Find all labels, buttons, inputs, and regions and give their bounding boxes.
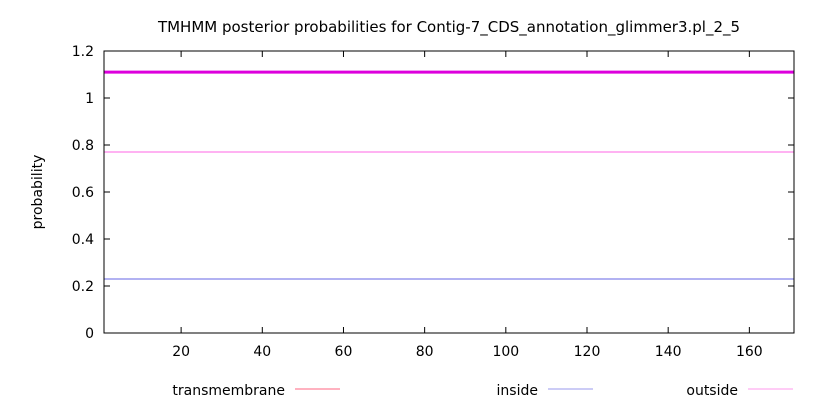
plot-area xyxy=(104,70,794,280)
y-tick-label: 1.2 xyxy=(72,44,94,60)
x-tick-label: 80 xyxy=(416,344,434,360)
chart-title: TMHMM posterior probabilities for Contig… xyxy=(157,18,740,37)
x-tick-label: 20 xyxy=(172,344,190,360)
x-tick-label: 120 xyxy=(574,344,601,360)
x-tick-label: 100 xyxy=(492,344,519,360)
y-tick-label: 0.4 xyxy=(72,232,94,248)
y-axis-label: probability xyxy=(30,155,46,230)
axis-ticks: 20 40 60 80 100 120 140 160 0 0.2 0.4 0.6 0.8 1 1.2 xyxy=(72,44,794,360)
x-tick-label: 60 xyxy=(335,344,353,360)
y-tick-label: 0.8 xyxy=(72,138,94,154)
x-tick-label: 40 xyxy=(253,344,271,360)
x-tick-label: 160 xyxy=(736,344,763,360)
legend: transmembrane inside outside xyxy=(172,383,793,399)
y-tick-label: 0.2 xyxy=(72,279,94,295)
y-tick-label: 1 xyxy=(85,91,94,107)
y-tick-label: 0.6 xyxy=(72,185,94,201)
y-tick-label: 0 xyxy=(85,326,94,342)
legend-label-inside: inside xyxy=(497,383,538,399)
x-tick-label: 140 xyxy=(655,344,682,360)
legend-label-transmembrane: transmembrane xyxy=(172,383,285,399)
legend-label-outside: outside xyxy=(686,383,738,399)
plot-frame xyxy=(103,50,795,334)
